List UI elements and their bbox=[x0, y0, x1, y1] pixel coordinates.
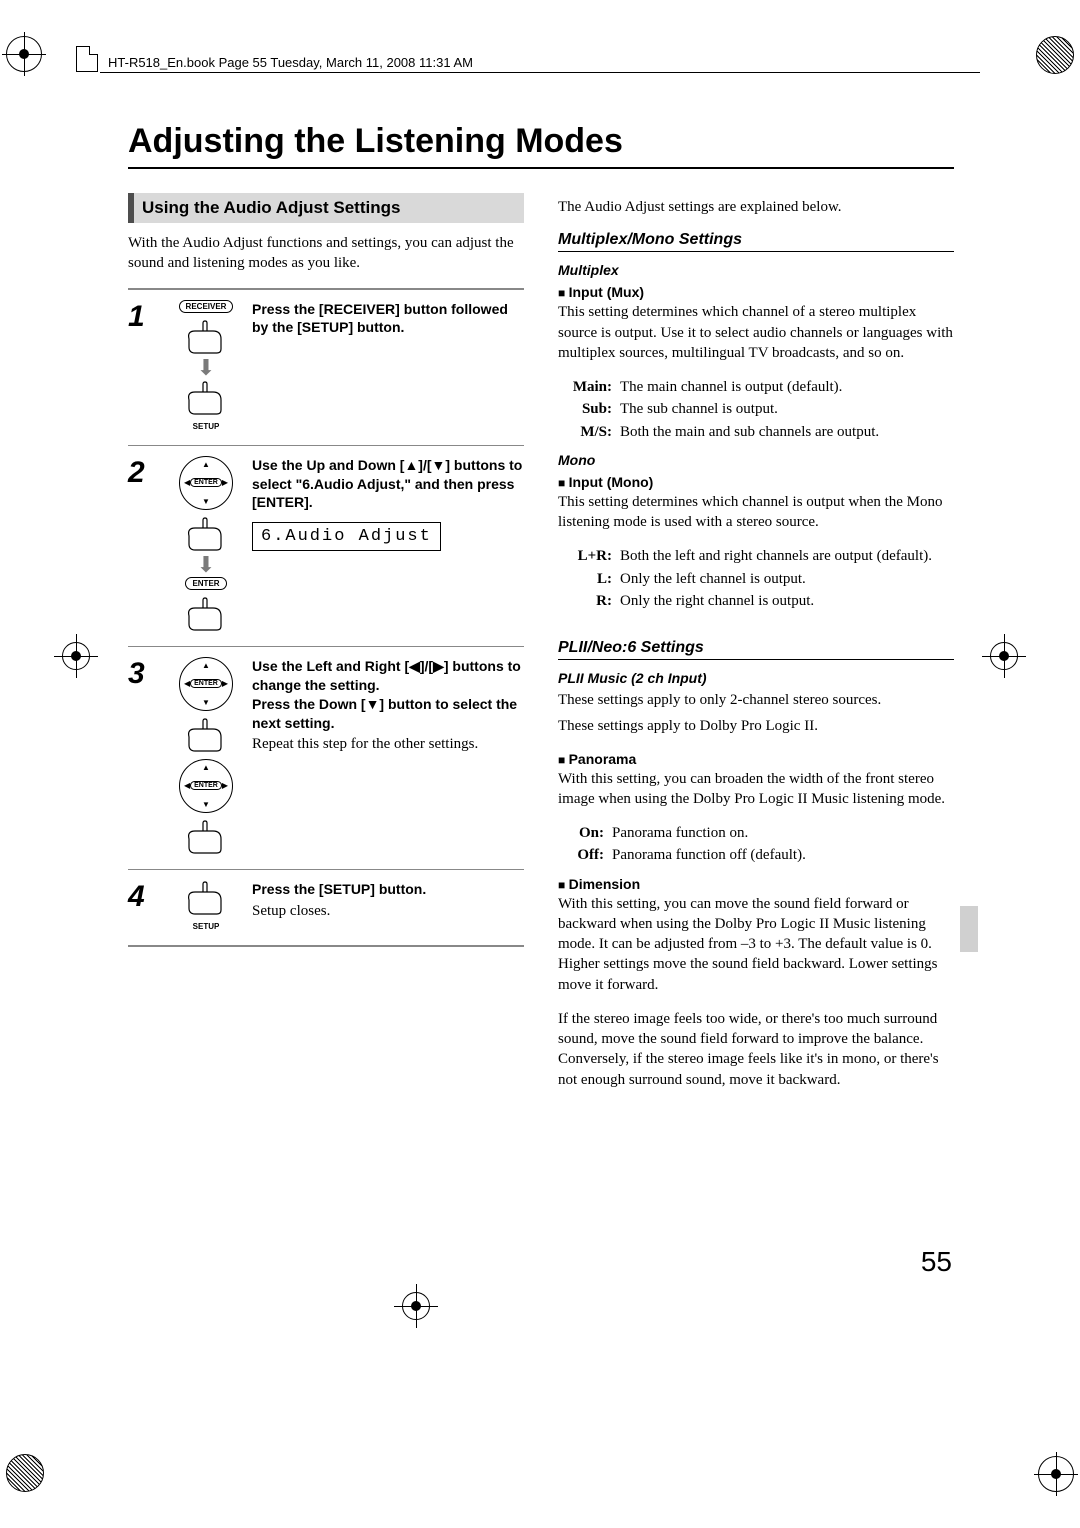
crop-mark-icon bbox=[990, 642, 1018, 670]
step-instruction: Press the Down [▼] button to select the … bbox=[252, 695, 524, 733]
bullet-heading: Input (Mono) bbox=[558, 474, 954, 490]
left-column: Using the Audio Adjust Settings With the… bbox=[128, 193, 524, 1104]
def-desc: Panorama function off (default). bbox=[612, 845, 806, 865]
hand-press-icon bbox=[183, 717, 229, 753]
crop-mark-icon bbox=[1038, 1456, 1074, 1492]
step-number: 2 bbox=[128, 456, 160, 632]
definition-list: On: Panorama function on. Off: Panorama fu… bbox=[558, 823, 954, 866]
def-term: M/S: bbox=[558, 422, 612, 442]
header-rule bbox=[100, 72, 980, 73]
def-desc: Both the left and right channels are out… bbox=[620, 546, 932, 566]
def-desc: The main channel is output (default). bbox=[620, 377, 842, 397]
crop-ball-icon bbox=[1036, 36, 1074, 74]
body-text: The Audio Adjust settings are explained … bbox=[558, 197, 954, 217]
bullet-heading: Input (Mux) bbox=[558, 284, 954, 300]
page-number: 55 bbox=[921, 1246, 952, 1278]
def-desc: Only the left channel is output. bbox=[620, 569, 806, 589]
dpad-icon: ▲ ▼ ◀ ▶ ENTER bbox=[179, 456, 233, 510]
crop-ball-icon bbox=[6, 1454, 44, 1492]
def-term: L+R: bbox=[558, 546, 612, 566]
body-text: This setting determines which channel of… bbox=[558, 302, 954, 363]
hand-press-icon bbox=[183, 516, 229, 552]
page-sheet-icon bbox=[76, 46, 98, 72]
step-4: 4 SETUP Press the [SETUP] button. Setup … bbox=[128, 870, 524, 947]
def-term: L: bbox=[558, 569, 612, 589]
side-tab bbox=[960, 906, 978, 952]
step-number: 1 bbox=[128, 300, 160, 431]
down-arrow-icon: ⬇ bbox=[197, 361, 215, 374]
step-note: Setup closes. bbox=[252, 901, 524, 921]
steps-list: 1 RECEIVER ⬇ SETUP Press the [RECEIVE bbox=[128, 288, 524, 947]
step-media: ▲ ▼ ◀ ▶ ENTER ⬇ ENTER bbox=[168, 456, 244, 632]
step-instruction: Press the [RECEIVER] button followed by … bbox=[252, 300, 524, 338]
def-term: On: bbox=[558, 823, 604, 843]
bullet-heading: Dimension bbox=[558, 876, 954, 892]
dpad-icon: ▲ ▼ ◀ ▶ ENTER bbox=[179, 657, 233, 711]
bullet-heading: Panorama bbox=[558, 751, 954, 767]
setup-label: SETUP bbox=[193, 922, 220, 931]
subsub-heading: Multiplex bbox=[558, 262, 954, 278]
step-3: 3 ▲ ▼ ◀ ▶ ENTER ▲ bbox=[128, 647, 524, 870]
section-heading: Using the Audio Adjust Settings bbox=[128, 193, 524, 223]
step-number: 4 bbox=[128, 880, 160, 931]
def-desc: Both the main and sub channels are outpu… bbox=[620, 422, 879, 442]
body-text: These settings apply to only 2-channel s… bbox=[558, 690, 954, 710]
page-title: Adjusting the Listening Modes bbox=[128, 122, 954, 169]
crop-mark-icon bbox=[6, 36, 42, 72]
receiver-button-icon: RECEIVER bbox=[179, 300, 234, 313]
setup-label: SETUP bbox=[193, 422, 220, 431]
step-1: 1 RECEIVER ⬇ SETUP Press the [RECEIVE bbox=[128, 290, 524, 446]
definition-list: Main: The main channel is output (default… bbox=[558, 377, 954, 442]
def-desc: Only the right channel is output. bbox=[620, 591, 814, 611]
def-desc: Panorama function on. bbox=[612, 823, 748, 843]
body-text: With this setting, you can broaden the w… bbox=[558, 769, 954, 810]
body-text: This setting determines which channel is… bbox=[558, 492, 954, 533]
right-column: The Audio Adjust settings are explained … bbox=[558, 193, 954, 1104]
step-instruction: Use the Left and Right [◀]/[▶] buttons t… bbox=[252, 657, 524, 695]
body-text: These settings apply to Dolby Pro Logic … bbox=[558, 716, 954, 736]
hand-press-icon bbox=[183, 319, 229, 355]
crop-mark-icon bbox=[62, 642, 90, 670]
body-text: If the stereo image feels too wide, or t… bbox=[558, 1009, 954, 1090]
step-number: 3 bbox=[128, 657, 160, 855]
def-desc: The sub channel is output. bbox=[620, 399, 778, 419]
subsection-heading: Multiplex/Mono Settings bbox=[558, 231, 954, 252]
step-note: Repeat this step for the other settings. bbox=[252, 734, 524, 754]
subsub-heading: Mono bbox=[558, 452, 954, 468]
hand-press-icon bbox=[183, 819, 229, 855]
lcd-display: 6.Audio Adjust bbox=[252, 522, 441, 551]
body-text: With the Audio Adjust functions and sett… bbox=[128, 233, 524, 274]
step-instruction: Press the [SETUP] button. bbox=[252, 880, 524, 899]
def-term: Sub: bbox=[558, 399, 612, 419]
def-term: R: bbox=[558, 591, 612, 611]
step-media: RECEIVER ⬇ SETUP bbox=[168, 300, 244, 431]
hand-press-icon bbox=[183, 380, 229, 416]
body-text: With this setting, you can move the soun… bbox=[558, 894, 954, 995]
hand-press-icon bbox=[183, 596, 229, 632]
dpad-icon: ▲ ▼ ◀ ▶ ENTER bbox=[179, 759, 233, 813]
step-media: ▲ ▼ ◀ ▶ ENTER ▲ ▼ ◀ ▶ bbox=[168, 657, 244, 855]
def-term: Off: bbox=[558, 845, 604, 865]
crop-mark-icon bbox=[402, 1292, 430, 1320]
subsection-heading: PLII/Neo:6 Settings bbox=[558, 639, 954, 660]
hand-press-icon bbox=[183, 880, 229, 916]
enter-button-icon: ENTER bbox=[185, 577, 226, 590]
def-term: Main: bbox=[558, 377, 612, 397]
step-instruction: Use the Up and Down [▲]/[▼] buttons to s… bbox=[252, 456, 524, 513]
step-media: SETUP bbox=[168, 880, 244, 931]
down-arrow-icon: ⬇ bbox=[197, 558, 215, 571]
step-2: 2 ▲ ▼ ◀ ▶ ENTER ⬇ ENTER bbox=[128, 446, 524, 647]
subsub-heading: PLII Music (2 ch Input) bbox=[558, 670, 954, 686]
header-text: HT-R518_En.book Page 55 Tuesday, March 1… bbox=[108, 55, 473, 70]
definition-list: L+R: Both the left and right channels are… bbox=[558, 546, 954, 611]
